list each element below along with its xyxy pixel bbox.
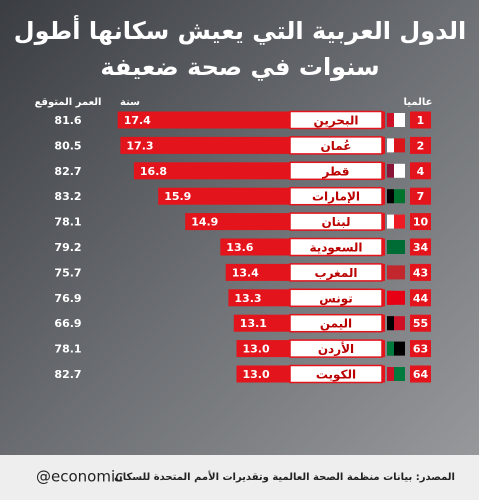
category-label: الإمارات [312, 190, 360, 204]
flag [387, 163, 394, 178]
life-expectancy: 82.7 [54, 368, 81, 381]
column-header: سنة [120, 97, 140, 108]
flag [387, 113, 394, 127]
value-label: 15.9 [164, 190, 191, 203]
value-label: 17.4 [124, 114, 151, 127]
name-box [289, 237, 383, 257]
flag [387, 240, 394, 254]
rank-label: 1 [417, 114, 425, 127]
flag [387, 290, 394, 305]
rank-label: 10 [413, 216, 429, 229]
name-box [289, 288, 383, 308]
rank-label: 2 [417, 139, 425, 152]
value-label: 14.9 [191, 216, 218, 229]
rank-box [410, 111, 431, 129]
title-line: سنوات في صحة ضعيفة [100, 53, 379, 81]
rank-box [410, 136, 431, 154]
category-label: قطر [321, 164, 349, 178]
category-label: المغرب [315, 266, 358, 280]
rank-label: 64 [413, 368, 429, 381]
name-box [289, 161, 383, 181]
life-expectancy: 78.1 [54, 216, 81, 229]
flag [387, 341, 394, 356]
flag [387, 367, 394, 381]
category-label: الأردن [318, 341, 354, 356]
value-label: 13.0 [243, 368, 270, 381]
value-label: 13.1 [240, 317, 267, 330]
rank-box [410, 263, 431, 281]
life-expectancy: 79.2 [54, 241, 81, 254]
rank-label: 43 [413, 266, 428, 279]
rank-label: 63 [413, 343, 428, 356]
value-label: 17.3 [126, 139, 153, 152]
rank-box [410, 238, 431, 256]
rank-box [410, 365, 431, 383]
flag [387, 214, 394, 229]
category-label: السعودية [309, 241, 362, 256]
name-box [289, 186, 383, 206]
name-box [289, 136, 383, 155]
rank-label: 44 [413, 292, 429, 305]
rank-box [410, 340, 431, 358]
name-box [289, 364, 383, 384]
rank-label: 55 [413, 317, 428, 330]
rank-label: 4 [417, 165, 425, 178]
life-expectancy: 66.9 [54, 317, 81, 330]
name-box [289, 263, 383, 282]
flag [387, 265, 394, 280]
flag [387, 316, 394, 331]
life-expectancy: 76.9 [54, 292, 81, 305]
flag [387, 138, 394, 153]
rank-label: 7 [417, 190, 425, 203]
value-label: 13.3 [234, 292, 261, 305]
rank-box [410, 289, 431, 307]
title-line: الدول العربية التي يعيش سكانها أطول [14, 15, 466, 45]
life-expectancy: 75.7 [54, 266, 81, 279]
life-expectancy: 80.5 [54, 139, 81, 152]
life-expectancy: 83.2 [54, 190, 81, 203]
name-box [289, 339, 383, 358]
name-box [289, 212, 383, 231]
flag [387, 189, 394, 204]
life-expectancy: 78.1 [54, 343, 81, 356]
value-label: 13.4 [232, 266, 259, 279]
category-label: الكويت [316, 368, 356, 383]
handle: @economic [36, 468, 123, 486]
life-expectancy: 81.6 [54, 114, 81, 127]
life-expectancy: 82.7 [54, 165, 81, 178]
category-label: تونس [319, 291, 353, 306]
footer-band [0, 455, 479, 500]
rank-box [410, 187, 431, 205]
rank-box [410, 162, 431, 180]
category-label: اليمن [320, 317, 352, 331]
column-header: عالميا [404, 97, 433, 108]
column-header: العمر المتوقع [35, 97, 102, 108]
value-label: 13.6 [226, 241, 253, 254]
rank-label: 34 [413, 241, 429, 254]
name-box [289, 313, 383, 333]
category-label: لبنان [321, 215, 350, 229]
value-label: 16.8 [140, 165, 167, 178]
value-label: 13.0 [243, 343, 270, 356]
name-box [289, 110, 383, 130]
rank-box [410, 213, 431, 231]
rank-box [410, 314, 431, 332]
category-label: عُمان [321, 139, 352, 153]
source: المصدر: بيانات منظمة الصحة العالمية وتقد… [114, 470, 455, 483]
category-label: البحرين [314, 114, 359, 128]
